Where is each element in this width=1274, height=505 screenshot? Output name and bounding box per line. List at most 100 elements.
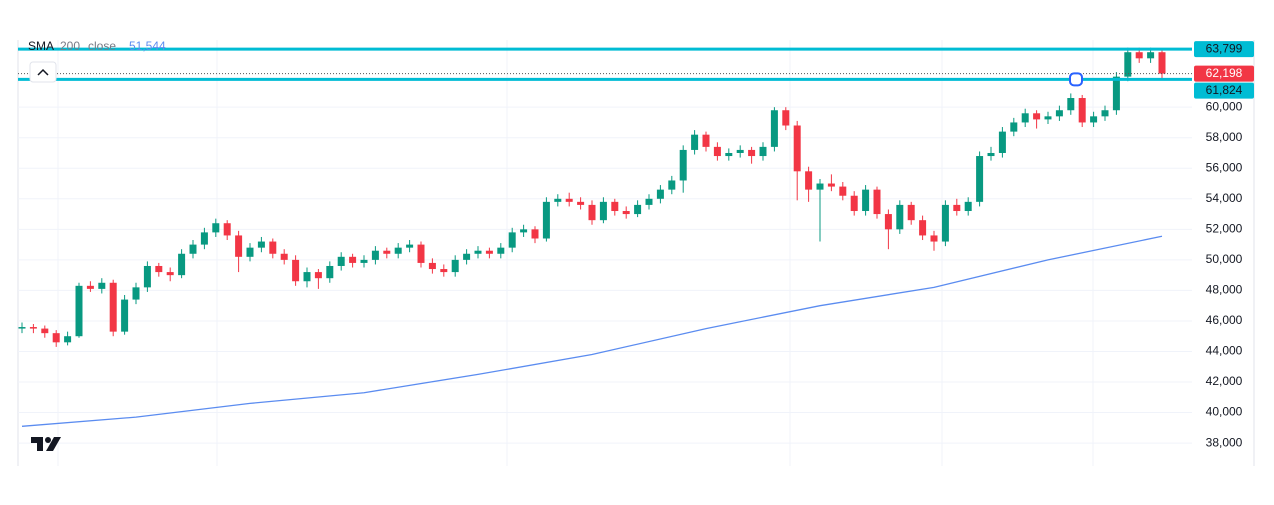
last-price-label: 62,198 [1206, 66, 1243, 80]
candle-body [1124, 52, 1132, 77]
candle-body [679, 149, 687, 181]
candle-body [622, 211, 630, 215]
candle-body [1067, 98, 1075, 111]
candle-body [257, 241, 265, 248]
candle-body [702, 134, 710, 147]
candle-body [337, 256, 345, 266]
candle-body [713, 146, 721, 157]
candle-body [588, 204, 596, 221]
candle-body [292, 259, 300, 282]
candle-body [736, 149, 744, 153]
candle-body [873, 189, 881, 215]
y-tick-label: 56,000 [1206, 160, 1243, 174]
level-label: 61,824 [1206, 83, 1243, 97]
candle-body [634, 204, 642, 215]
candle-body [98, 282, 106, 289]
candle-body [109, 282, 117, 332]
candle-body [531, 229, 539, 239]
candle-body [577, 201, 585, 205]
y-tick-label: 50,000 [1206, 252, 1243, 266]
candle-body [86, 285, 94, 289]
candle-body [474, 250, 482, 254]
candle-body [565, 198, 573, 202]
candle-body [75, 285, 83, 337]
candle-body [166, 272, 174, 276]
candle-body [235, 235, 243, 257]
candle-body [200, 232, 208, 245]
candle-body [143, 265, 151, 288]
candle-body [930, 235, 938, 242]
candle-body [1010, 122, 1018, 132]
last-price-label-box [1194, 65, 1254, 82]
candle-body [542, 201, 550, 239]
candle-body [349, 256, 357, 263]
level-label-box [1194, 41, 1254, 58]
candle-body [599, 201, 607, 221]
candle-body [1101, 110, 1109, 117]
candle-body [360, 259, 368, 263]
candle-body [64, 336, 72, 343]
candle-body [554, 198, 562, 202]
candle-body [770, 110, 778, 147]
candle-body [212, 223, 220, 233]
candle-body [189, 244, 197, 254]
candle-body [645, 198, 653, 205]
logo-part [31, 437, 43, 451]
candle-body [463, 253, 471, 260]
candle-body [668, 180, 676, 190]
candle-body [314, 272, 322, 279]
candle-body [406, 244, 414, 248]
candle-body [691, 134, 699, 150]
collapse-icon[interactable] [37, 68, 49, 76]
candle-body [520, 229, 528, 233]
candle-body [850, 195, 858, 212]
candle-body [246, 247, 254, 257]
collapse-button[interactable] [29, 61, 57, 83]
candle-body [52, 333, 60, 343]
candle-body [440, 269, 448, 273]
plot: 38,000 40,000 42,000 44,000 46,000 48,000 50,0… [18, 41, 1254, 449]
candle-body [497, 247, 505, 254]
logo [31, 437, 61, 451]
candle-body [1033, 113, 1041, 120]
y-tick-label: 40,000 [1206, 405, 1243, 419]
logo-part [46, 437, 61, 451]
candle-body [827, 183, 835, 187]
sma-line [21, 235, 1163, 427]
candle-body [303, 272, 311, 282]
indicator-name: SMA [28, 39, 54, 53]
y-tick-label: 44,000 [1206, 344, 1243, 358]
candle-body [155, 265, 163, 273]
candle-body [1158, 52, 1166, 74]
candle-body [1090, 116, 1098, 123]
candle-body [1055, 110, 1063, 117]
y-tick-label: 42,000 [1206, 374, 1243, 388]
indicator-value: 51,544 [129, 39, 166, 53]
candle-body [907, 204, 915, 221]
candle-body [1147, 52, 1155, 59]
candle-body [132, 287, 140, 300]
candle-body [896, 204, 904, 230]
candle-body [1021, 113, 1029, 123]
y-tick-label: 48,000 [1206, 283, 1243, 297]
candle-body [976, 156, 984, 202]
candle-body [383, 250, 391, 254]
y-tick-label: 46,000 [1206, 313, 1243, 327]
candle-body [41, 328, 49, 334]
logo-part [45, 437, 51, 443]
candle-body [805, 171, 813, 190]
candle-body [280, 253, 288, 260]
candle-body [953, 204, 961, 212]
candle-body [759, 146, 767, 157]
candle-body [748, 149, 756, 157]
indicator-length: 200 [60, 39, 80, 53]
candle-body [326, 265, 334, 279]
time-grid [57, 40, 1094, 466]
y-tick-label: 38,000 [1206, 435, 1243, 449]
candle-body [18, 327, 26, 329]
collapse-box[interactable] [29, 61, 57, 83]
y-tick-label: 60,000 [1206, 99, 1243, 113]
candle-body [417, 244, 425, 263]
